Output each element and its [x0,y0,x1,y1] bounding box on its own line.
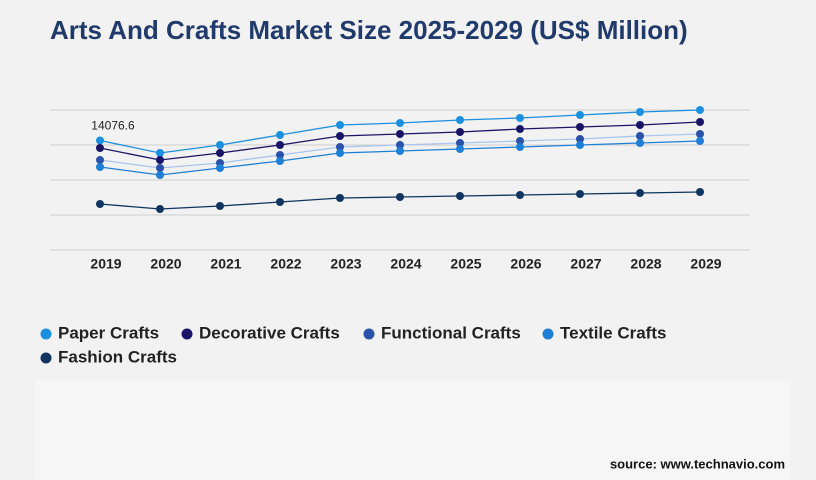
data-point [396,146,404,155]
data-point [636,132,644,141]
panel [35,380,790,480]
data-point [696,106,704,114]
data-point [576,141,584,149]
x-tick-label: 2023 [330,256,361,272]
data-point [396,193,404,202]
data-point [396,130,404,139]
data-point [516,191,524,200]
data-point [456,191,464,200]
data-point [96,200,104,209]
x-tick-label: 2020 [150,256,181,272]
data-point [576,135,584,144]
data-point [276,198,284,207]
legend-marker [181,328,193,340]
data-point [336,132,344,141]
data-point [456,128,464,137]
x-tick-label: 2028 [630,256,661,272]
data-point [696,137,704,146]
data-point [456,116,464,125]
chart-title: Arts And Crafts Market Size 2025-2029 (U… [50,15,688,45]
data-point [216,141,224,149]
source: source: www.technavio.com [610,456,785,471]
data-point [276,151,284,160]
legend-label: Functional Crafts [381,323,521,342]
data-point [396,118,404,127]
data-label: 14076.6 [91,119,135,133]
data-point [216,202,224,211]
x-tick-label: 2024 [390,256,421,272]
data-point [456,144,464,153]
data-point [636,107,644,116]
data-point [276,156,284,165]
x-tick-label: 2025 [450,256,481,272]
data-point [336,149,344,158]
data-point [456,139,464,148]
x-tick-label: 2022 [270,256,301,272]
data-point [156,156,164,165]
x-tick-label: 2026 [510,256,541,272]
data-point [216,149,224,158]
data-point [696,188,704,197]
data-point [636,121,644,130]
legend-label: Decorative Crafts [199,323,340,342]
data-point [96,136,104,145]
legend-label: Paper Crafts [58,323,159,342]
data-point [276,130,284,139]
data-point [576,190,584,198]
legend-marker [542,328,554,340]
data-point [576,111,584,120]
data-point [156,163,164,172]
data-point [96,156,104,165]
data-point [396,141,404,149]
data-point [96,163,104,172]
data-point [636,188,644,197]
legend-marker [363,328,375,340]
x-tick-label: 2029 [690,256,721,272]
data-point [636,139,644,148]
data-point [96,144,104,153]
data-point [516,125,524,134]
data-point [576,123,584,132]
legend-marker [40,328,52,340]
data-point [696,118,704,127]
data-point [156,149,164,158]
legend-label: Textile Crafts [560,323,666,342]
data-point [336,121,344,130]
data-point [696,130,704,139]
data-point [516,114,524,123]
data-point [276,141,284,149]
legend-marker [40,352,52,364]
x-tick-label: 2019 [90,256,121,272]
x-tick-label: 2021 [210,256,241,272]
legend-label: Fashion Crafts [58,347,177,366]
data-point [336,193,344,202]
data-point [516,137,524,146]
data-point [156,205,164,214]
data-point [336,142,344,151]
x-tick-label: 2027 [570,256,601,272]
data-point [156,170,164,179]
data-point [516,142,524,151]
data-point [216,163,224,172]
